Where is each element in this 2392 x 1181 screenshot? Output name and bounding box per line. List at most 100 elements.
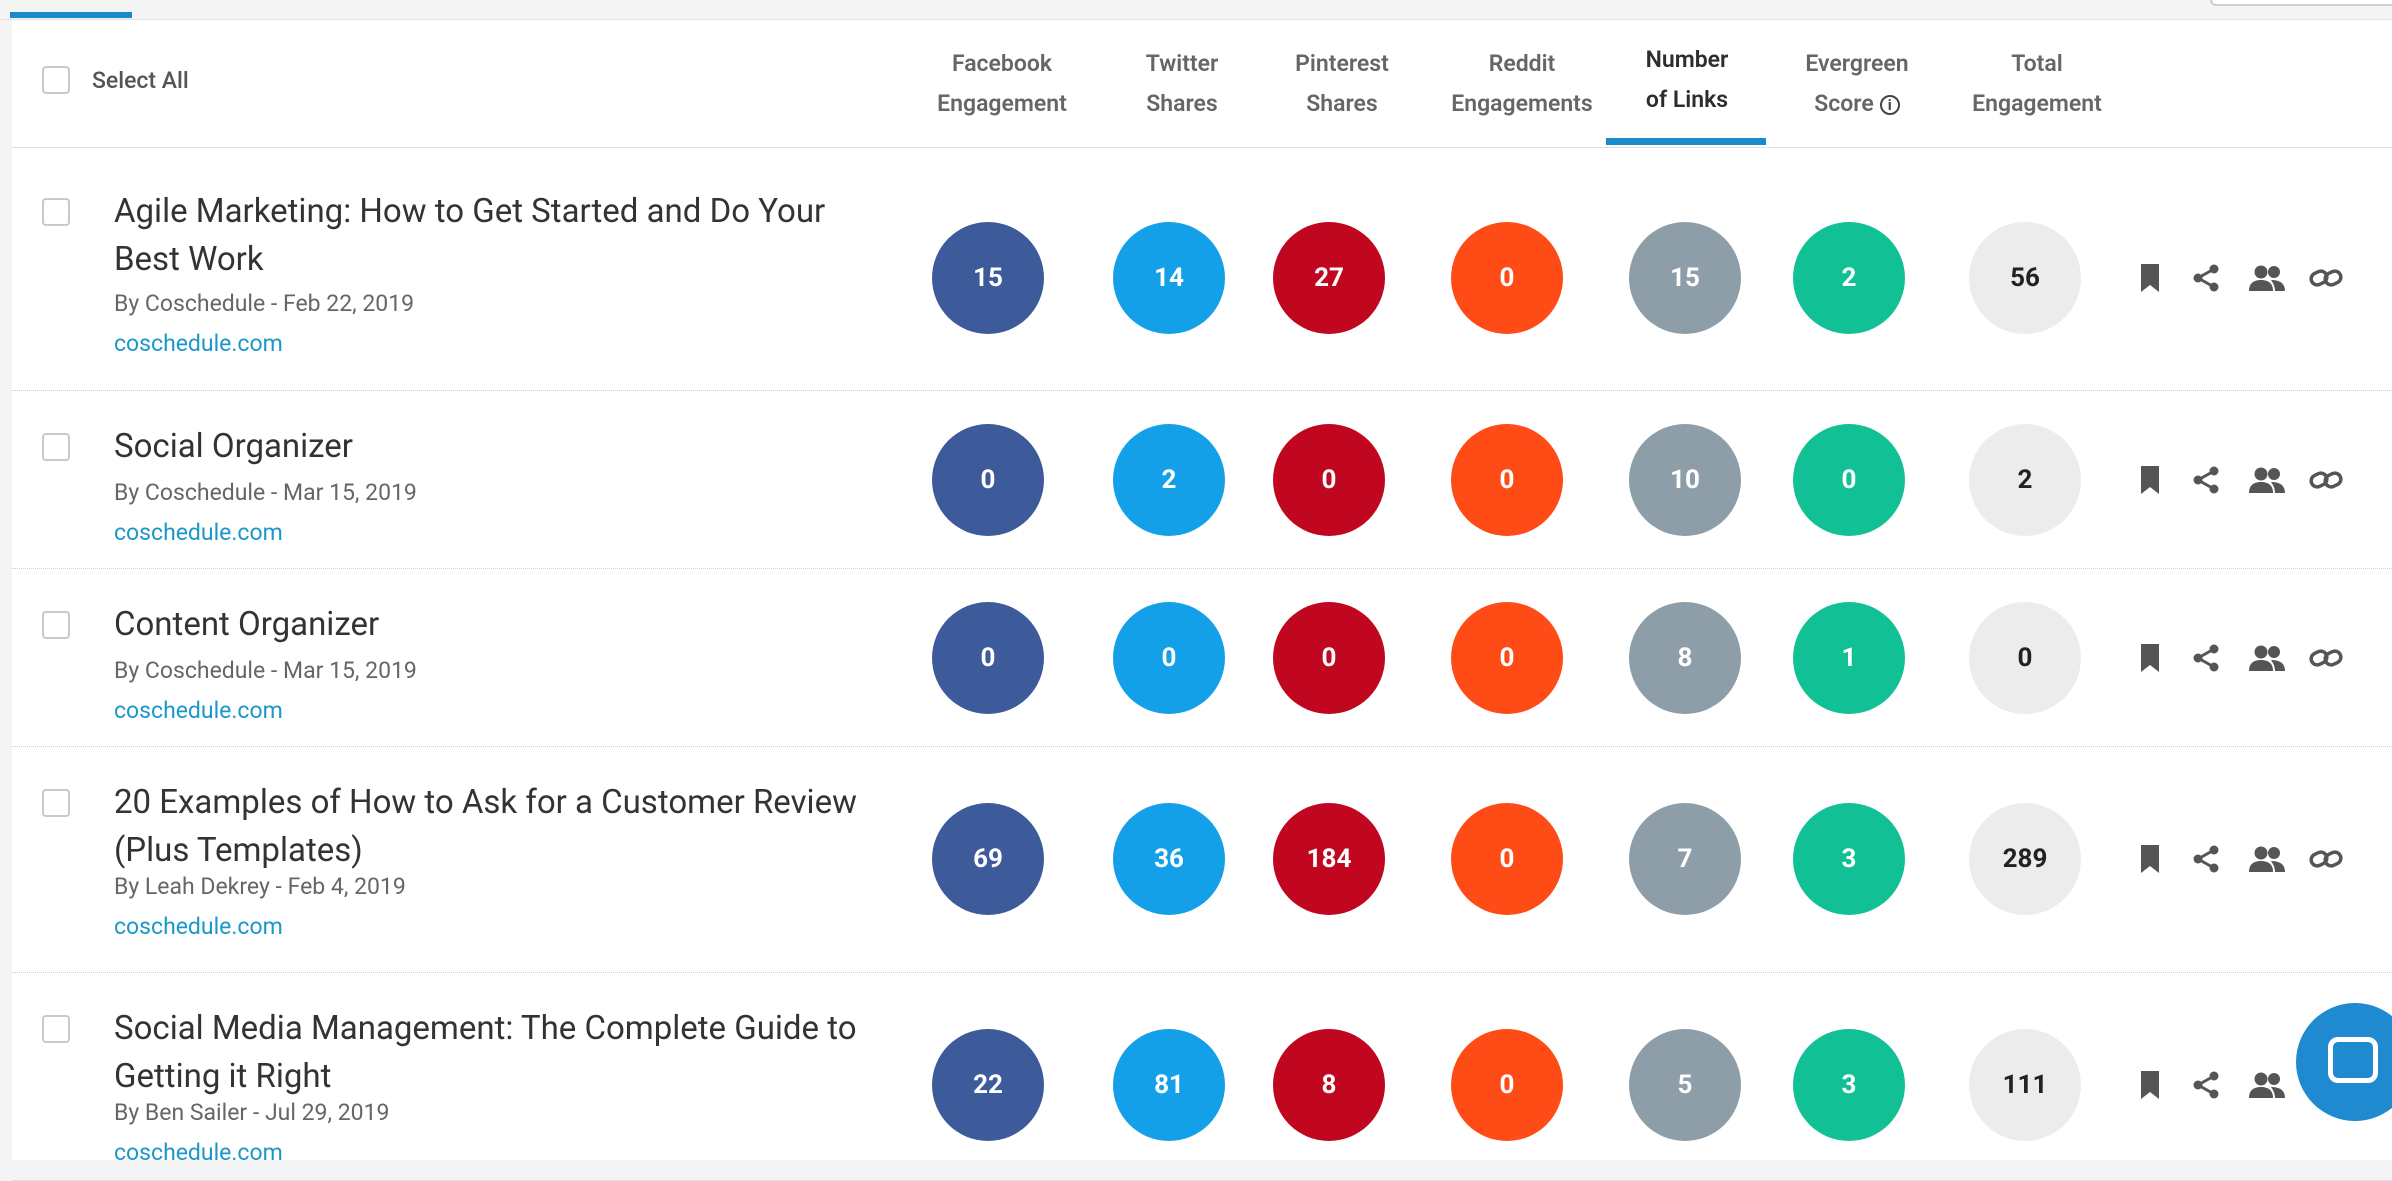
- twitter-metric-badge: 14: [1113, 222, 1225, 334]
- total-metric-badge: 2: [1969, 424, 2081, 536]
- column-label: Engagements: [1451, 90, 1593, 117]
- article-byline: By Ben Sailer - Jul 29, 2019: [114, 1099, 390, 1126]
- article-row: 20 Examples of How to Ask for a Customer…: [12, 747, 2392, 973]
- share-icon[interactable]: [2184, 256, 2228, 300]
- bookmark-icon[interactable]: [2128, 837, 2172, 881]
- twitter-metric-badge: 36: [1113, 803, 1225, 915]
- column-label: Score i: [1814, 84, 1900, 124]
- article-title[interactable]: 20 Examples of How to Ask for a Customer…: [114, 783, 857, 870]
- column-reddit-engagements[interactable]: Reddit Engagements: [1427, 44, 1617, 134]
- article-domain-link[interactable]: coschedule.com: [114, 519, 283, 546]
- article-byline: By Coschedule - Feb 22, 2019: [114, 290, 415, 317]
- share-icon[interactable]: [2184, 1063, 2228, 1107]
- row-checkbox[interactable]: [42, 789, 70, 817]
- total-metric-badge: 111: [1969, 1029, 2081, 1141]
- column-number-of-links[interactable]: Number of Links: [1612, 40, 1762, 130]
- links-metric-badge: 7: [1629, 803, 1741, 915]
- row-checkbox[interactable]: [42, 433, 70, 461]
- column-label: Engagement: [937, 90, 1067, 117]
- column-pinterest-shares[interactable]: Pinterest Shares: [1267, 44, 1417, 134]
- column-label: Reddit: [1488, 50, 1556, 77]
- links-metric-badge: 15: [1629, 222, 1741, 334]
- chat-bubble-icon: [2328, 1037, 2378, 1083]
- article-byline: By Coschedule - Mar 15, 2019: [114, 479, 417, 506]
- total-metric-badge: 289: [1969, 803, 2081, 915]
- column-label: Evergreen: [1805, 50, 1909, 77]
- article-row: Social Media Management: The Complete Gu…: [12, 973, 2392, 1181]
- active-tab-indicator: [10, 12, 132, 18]
- share-icon[interactable]: [2184, 636, 2228, 680]
- row-checkbox[interactable]: [42, 198, 70, 226]
- article-row: Content Organizer By Coschedule - Mar 15,…: [12, 569, 2392, 747]
- top-tab-strip: [0, 0, 2392, 20]
- article-title[interactable]: Agile Marketing: How to Get Started and …: [114, 192, 826, 279]
- twitter-metric-badge: 2: [1113, 424, 1225, 536]
- column-label: Number: [1645, 46, 1729, 73]
- share-icon[interactable]: [2184, 837, 2228, 881]
- twitter-metric-badge: 0: [1113, 602, 1225, 714]
- reddit-metric-badge: 0: [1451, 424, 1563, 536]
- pinterest-metric-badge: 0: [1273, 424, 1385, 536]
- link-icon[interactable]: [2304, 256, 2348, 300]
- column-label: Twitter: [1145, 50, 1219, 77]
- article-title[interactable]: Content Organizer: [114, 605, 380, 644]
- column-evergreen-score[interactable]: Evergreen Score i: [1782, 44, 1932, 134]
- column-label: Pinterest: [1295, 50, 1389, 77]
- column-twitter-shares[interactable]: Twitter Shares: [1112, 44, 1252, 134]
- select-all-checkbox[interactable]: [42, 66, 70, 94]
- top-right-control[interactable]: [2210, 0, 2392, 6]
- row-checkbox[interactable]: [42, 611, 70, 639]
- bookmark-icon[interactable]: [2128, 256, 2172, 300]
- reddit-metric-badge: 0: [1451, 803, 1563, 915]
- links-metric-badge: 8: [1629, 602, 1741, 714]
- column-facebook-engagement[interactable]: Facebook Engagement: [912, 44, 1092, 134]
- link-icon[interactable]: [2304, 636, 2348, 680]
- users-icon[interactable]: [2245, 1063, 2289, 1107]
- column-total-engagement[interactable]: Total Engagement: [1947, 44, 2127, 134]
- column-label: Facebook: [951, 50, 1053, 77]
- column-label: Engagement: [1972, 90, 2102, 117]
- article-title[interactable]: Social Media Management: The Complete Gu…: [114, 1009, 857, 1096]
- results-header: Select All Facebook Engagement Twitter S…: [12, 20, 2392, 148]
- chat-launcher-button[interactable]: [2296, 1003, 2392, 1121]
- reddit-metric-badge: 0: [1451, 222, 1563, 334]
- evergreen-metric-badge: 3: [1793, 1029, 1905, 1141]
- users-icon[interactable]: [2245, 256, 2289, 300]
- facebook-metric-badge: 0: [932, 424, 1044, 536]
- bookmark-icon[interactable]: [2128, 636, 2172, 680]
- article-row: Social Organizer By Coschedule - Mar 15, …: [12, 391, 2392, 569]
- select-all[interactable]: Select All: [42, 66, 189, 94]
- link-icon[interactable]: [2304, 837, 2348, 881]
- article-domain-link[interactable]: coschedule.com: [114, 1139, 283, 1166]
- article-domain-link[interactable]: coschedule.com: [114, 330, 283, 357]
- users-icon[interactable]: [2245, 458, 2289, 502]
- link-icon[interactable]: [2304, 458, 2348, 502]
- article-domain-link[interactable]: coschedule.com: [114, 697, 283, 724]
- pinterest-metric-badge: 0: [1273, 602, 1385, 714]
- reddit-metric-badge: 0: [1451, 602, 1563, 714]
- sort-indicator: [1606, 138, 1766, 145]
- column-label: Total: [2011, 50, 2063, 77]
- users-icon[interactable]: [2245, 636, 2289, 680]
- info-icon[interactable]: i: [1879, 94, 1900, 115]
- evergreen-metric-badge: 3: [1793, 803, 1905, 915]
- users-icon[interactable]: [2245, 837, 2289, 881]
- facebook-metric-badge: 0: [932, 602, 1044, 714]
- evergreen-metric-badge: 0: [1793, 424, 1905, 536]
- links-metric-badge: 10: [1629, 424, 1741, 536]
- share-icon[interactable]: [2184, 458, 2228, 502]
- article-byline: By Coschedule - Mar 15, 2019: [114, 657, 417, 684]
- column-label-text: Score: [1814, 90, 1874, 117]
- article-byline: By Leah Dekrey - Feb 4, 2019: [114, 873, 406, 900]
- bookmark-icon[interactable]: [2128, 1063, 2172, 1107]
- article-domain-link[interactable]: coschedule.com: [114, 913, 283, 940]
- row-checkbox[interactable]: [42, 1015, 70, 1043]
- select-all-label: Select All: [92, 66, 189, 94]
- facebook-metric-badge: 15: [932, 222, 1044, 334]
- total-metric-badge: 56: [1969, 222, 2081, 334]
- bookmark-icon[interactable]: [2128, 458, 2172, 502]
- article-title[interactable]: Social Organizer: [114, 427, 353, 466]
- links-metric-badge: 5: [1629, 1029, 1741, 1141]
- evergreen-metric-badge: 1: [1793, 602, 1905, 714]
- evergreen-metric-badge: 2: [1793, 222, 1905, 334]
